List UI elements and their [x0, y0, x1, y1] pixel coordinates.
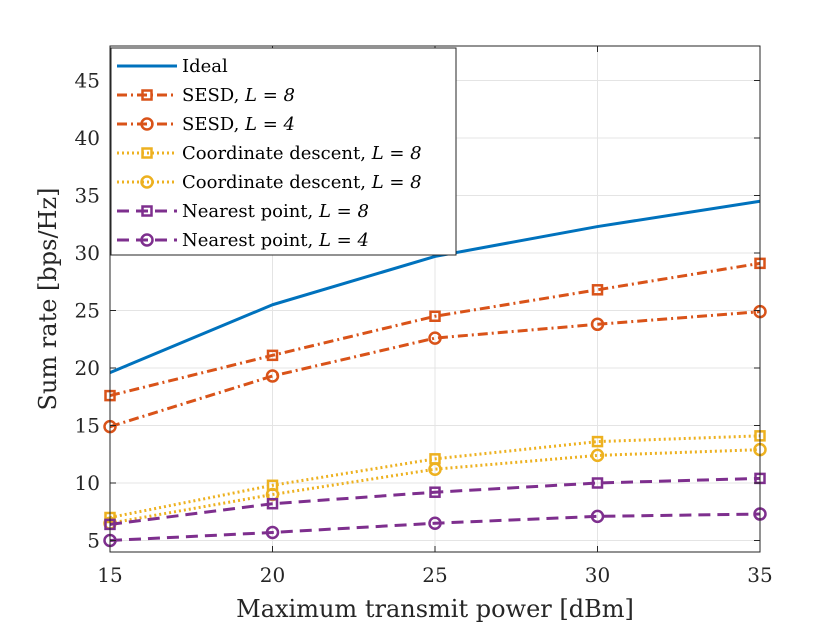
series-line: [109, 310, 761, 429]
x-tick-label: 15: [97, 563, 122, 587]
data-point: [429, 486, 441, 498]
legend-label-math: L = 8: [371, 143, 422, 164]
legend-entry: SESD, L = 4: [117, 114, 295, 135]
legend-label-math: L = 8: [371, 172, 422, 193]
x-axis-label: Maximum transmit power [dBm]: [236, 595, 634, 623]
y-tick-label: 45: [75, 69, 100, 93]
series-layer: [103, 199, 767, 548]
legend-entry: Ideal: [117, 56, 228, 77]
legend-marker: [141, 147, 153, 159]
data-point: [266, 349, 279, 362]
legend-label: SESD, L = 4: [182, 114, 295, 135]
data-point: [265, 369, 280, 383]
data-point: [591, 435, 604, 448]
y-tick-label: 5: [87, 529, 100, 553]
series-0: [109, 199, 761, 374]
legend-label: Coordinate descent, L = 8: [182, 172, 422, 193]
series-line: [109, 261, 761, 398]
y-tick-label: 25: [75, 299, 100, 323]
legend-label-text: SESD,: [182, 114, 245, 135]
y-axis-label: Sum rate [bps/Hz]: [34, 188, 62, 411]
y-tick-label: 30: [75, 241, 100, 265]
legend-label: Ideal: [182, 56, 228, 77]
data-point: [428, 331, 442, 345]
y-tick-label: 35: [75, 184, 100, 208]
x-tick-label: 25: [422, 563, 447, 587]
legend-label: Nearest point, L = 4: [182, 230, 369, 251]
legend-entry: Nearest point, L = 4: [117, 230, 369, 251]
legend-label-text: Coordinate descent,: [182, 143, 372, 164]
legend-marker: [141, 205, 153, 217]
legend-label-text: Ideal: [182, 56, 228, 77]
series-line: [109, 434, 761, 519]
data-point: [590, 448, 605, 463]
legend-label: SESD, L = 8: [182, 85, 295, 106]
data-point: [591, 284, 604, 296]
data-point: [428, 462, 442, 476]
legend-entry: Coordinate descent, L = 8: [117, 172, 422, 193]
x-tick-label: 30: [585, 563, 610, 587]
data-point: [429, 310, 441, 322]
y-tick-label: 15: [75, 414, 100, 438]
legend-label-math: L = 8: [244, 85, 295, 106]
legend-label-text: SESD,: [182, 85, 245, 106]
legend-label: Nearest point, L = 8: [182, 201, 369, 222]
series-line: [109, 199, 761, 374]
legend-entry: SESD, L = 8: [117, 85, 295, 106]
legend-label-math: L = 8: [318, 201, 369, 222]
legend-entry: Nearest point, L = 8: [117, 201, 369, 222]
series-line: [109, 512, 761, 542]
series-line: [109, 476, 761, 526]
x-tick-label: 20: [260, 563, 285, 587]
legend-label-math: L = 4: [244, 114, 295, 135]
legend-marker: [140, 175, 154, 189]
y-tick-label: 10: [75, 471, 100, 495]
data-point: [591, 477, 604, 489]
legend-label: Coordinate descent, L = 8: [182, 143, 422, 164]
legend-label-text: Nearest point,: [182, 201, 319, 222]
data-point: [428, 516, 442, 530]
y-tick-label: 20: [75, 356, 100, 380]
legend-label-text: Nearest point,: [182, 230, 319, 251]
legend-marker: [140, 233, 154, 247]
data-point: [590, 317, 605, 332]
legend-marker: [140, 117, 154, 131]
legend-label-text: Coordinate descent,: [182, 172, 372, 193]
legend-marker: [141, 89, 153, 101]
legend-entry: Coordinate descent, L = 8: [117, 143, 422, 164]
data-point: [266, 497, 279, 510]
y-tick-label: 40: [75, 126, 100, 150]
axis-ticks: 15 20 25 30 35 5 10 15 20 25 30 35 40 45: [75, 46, 773, 587]
data-point: [265, 525, 280, 540]
data-point: [590, 509, 605, 524]
x-tick-label: 35: [747, 563, 772, 587]
legend-label-math: L = 4: [318, 230, 369, 251]
series-line: [109, 448, 761, 525]
